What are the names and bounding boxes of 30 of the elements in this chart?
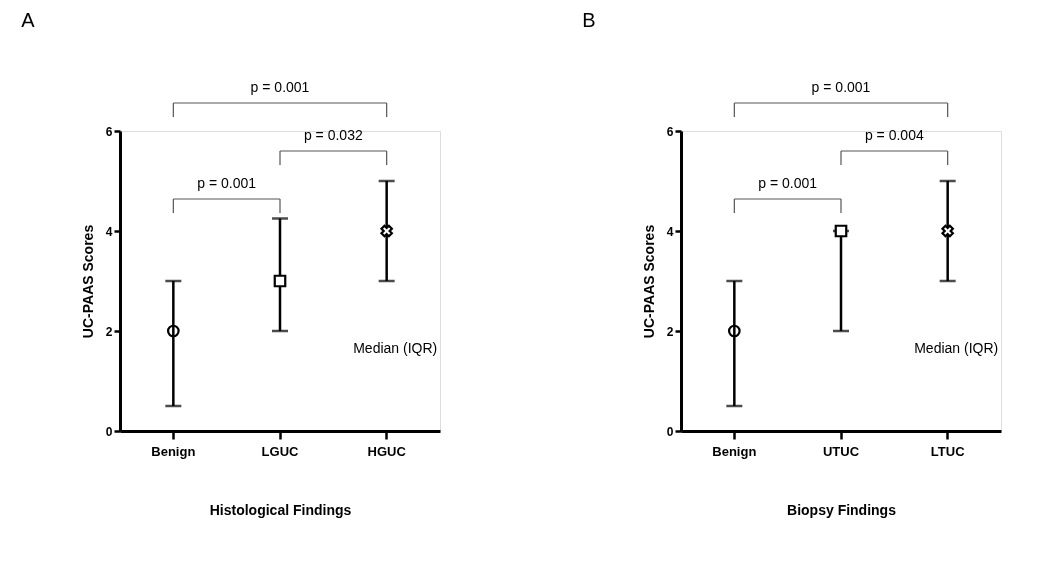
y-axis-title: UC-PAAS Scores [79,224,96,339]
y-tick-label: 0 [666,424,674,439]
y-tick-label: 6 [105,124,113,139]
y-axis-title: UC-PAAS Scores [640,224,657,339]
x-axis-title: Biopsy Findings [787,501,897,518]
chart-title: A [21,9,36,31]
annotation: Median (IQR) [914,340,999,356]
x-tick-label: UTUC [822,443,860,459]
x-tick-label: LTUC [930,443,966,459]
y-tick-label: 4 [666,224,674,239]
text: p = 0.001 [811,79,871,95]
point [273,274,287,288]
x-axis-title: Histological Findings [209,501,352,518]
x-tick-label: Benign [151,443,196,459]
point [380,224,393,238]
y-tick-label: 0 [105,424,113,439]
x-tick-label: HGUC [367,443,407,459]
annotation: p = 0.001 [197,175,257,191]
y-tick-label: 4 [105,224,113,239]
y-tick-label: 6 [666,124,674,139]
x-tick-label: Benign [712,443,757,459]
x-tick-label: LGUC [261,443,300,459]
text: p = 0.001 [250,79,310,95]
annotation: p = 0.032 [303,127,363,143]
annotation: p = 0.001 [758,175,818,191]
annotation: p = 0.004 [864,127,924,143]
chart-title: B [582,9,596,31]
y-tick-label: 2 [105,324,113,339]
annotation: Median (IQR) [353,340,438,356]
y-tick-label: 2 [666,324,674,339]
